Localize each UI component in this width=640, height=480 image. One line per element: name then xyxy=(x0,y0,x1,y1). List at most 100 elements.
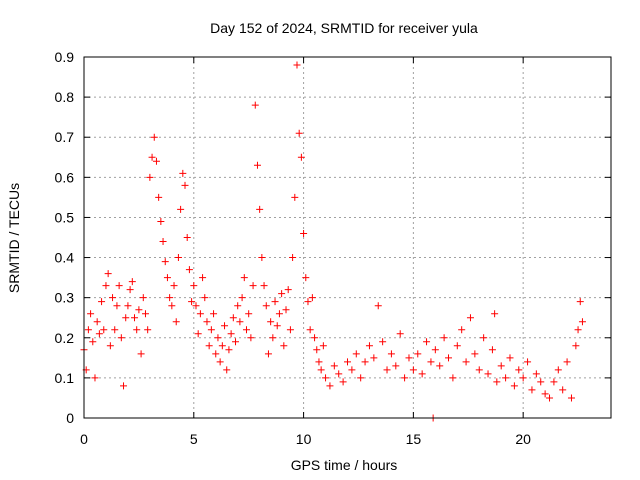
data-point xyxy=(260,282,268,290)
data-point xyxy=(137,350,145,358)
data-point xyxy=(365,342,373,350)
data-point xyxy=(361,358,369,366)
y-tick-label: 0.8 xyxy=(55,89,75,105)
data-point xyxy=(225,346,233,354)
data-point xyxy=(344,358,351,366)
data-point xyxy=(106,342,114,350)
data-point xyxy=(352,350,360,358)
data-point xyxy=(506,354,514,362)
data-point xyxy=(550,378,558,386)
chart-title: Day 152 of 2024, SRMTID for receiver yul… xyxy=(210,20,478,36)
data-point xyxy=(188,298,196,306)
data-point xyxy=(229,314,237,322)
data-point xyxy=(491,310,499,318)
data-point xyxy=(236,318,244,326)
data-point xyxy=(293,61,301,69)
data-point xyxy=(271,298,279,306)
data-points xyxy=(80,61,586,422)
data-point xyxy=(453,342,461,350)
data-point xyxy=(431,346,439,354)
data-point xyxy=(475,366,483,374)
data-point xyxy=(559,386,567,394)
x-tick-label: 10 xyxy=(296,431,312,447)
data-point xyxy=(157,217,165,225)
data-point xyxy=(207,326,215,334)
data-point xyxy=(203,318,211,326)
y-tick-label: 0.9 xyxy=(55,49,75,65)
data-point xyxy=(306,326,314,334)
data-point xyxy=(139,294,147,302)
data-point xyxy=(115,282,123,290)
data-point xyxy=(232,338,240,346)
data-point xyxy=(396,330,404,338)
data-point xyxy=(227,330,235,338)
data-point xyxy=(251,101,259,109)
data-point xyxy=(113,302,121,310)
data-point xyxy=(370,354,378,362)
data-point xyxy=(192,302,200,310)
data-point xyxy=(144,326,152,334)
data-point xyxy=(488,346,496,354)
y-axis-label: SRMTID / TECUs xyxy=(6,183,22,293)
data-point xyxy=(190,282,198,290)
data-point xyxy=(240,274,248,282)
data-point xyxy=(242,326,250,334)
axis-ticks: 0 0.1 0.2 0.3 0.4 0.5 0.6 0.7 0.8 0.9 0 5 10 15 20 xyxy=(55,49,611,447)
data-point xyxy=(532,370,540,378)
data-point xyxy=(311,334,319,342)
data-point xyxy=(480,334,488,342)
data-point xyxy=(148,153,156,161)
data-point xyxy=(194,330,202,338)
data-point xyxy=(93,318,101,326)
data-point xyxy=(267,318,275,326)
data-point xyxy=(322,374,330,382)
data-point xyxy=(128,278,136,286)
data-point xyxy=(291,193,299,201)
data-point xyxy=(146,173,154,181)
data-point xyxy=(387,350,395,358)
data-point xyxy=(440,334,448,342)
data-point xyxy=(170,282,178,290)
data-point xyxy=(210,310,218,318)
data-point xyxy=(163,274,171,282)
data-point xyxy=(221,322,229,330)
data-point xyxy=(326,382,334,390)
data-point xyxy=(315,358,323,366)
data-point xyxy=(409,366,417,374)
y-tick-label: 0.6 xyxy=(55,169,75,185)
data-point xyxy=(524,358,532,366)
data-point xyxy=(572,342,580,350)
data-point xyxy=(401,374,409,382)
y-tick-label: 0.4 xyxy=(55,250,75,266)
data-point xyxy=(297,153,305,161)
data-point xyxy=(284,286,292,294)
data-point xyxy=(574,326,582,334)
data-point xyxy=(131,314,139,322)
data-point xyxy=(212,350,220,358)
data-point xyxy=(423,338,431,346)
data-point xyxy=(177,205,185,213)
data-point xyxy=(109,294,117,302)
data-point xyxy=(578,318,586,326)
data-point xyxy=(295,129,303,137)
data-point xyxy=(484,370,492,378)
data-point xyxy=(135,306,143,314)
data-point xyxy=(300,229,308,237)
data-point xyxy=(278,290,286,298)
data-point xyxy=(289,254,297,262)
y-tick-label: 0.2 xyxy=(55,330,75,346)
data-point xyxy=(436,362,444,370)
data-point xyxy=(462,358,470,366)
data-point xyxy=(218,342,226,350)
data-point xyxy=(280,342,288,350)
data-point xyxy=(357,374,365,382)
data-point xyxy=(264,350,272,358)
data-point xyxy=(253,161,261,169)
data-point xyxy=(98,298,106,306)
data-point xyxy=(519,374,527,382)
data-point xyxy=(179,169,187,177)
data-point xyxy=(348,366,356,374)
data-point xyxy=(317,366,325,374)
data-point xyxy=(304,298,312,306)
data-point xyxy=(515,366,523,374)
